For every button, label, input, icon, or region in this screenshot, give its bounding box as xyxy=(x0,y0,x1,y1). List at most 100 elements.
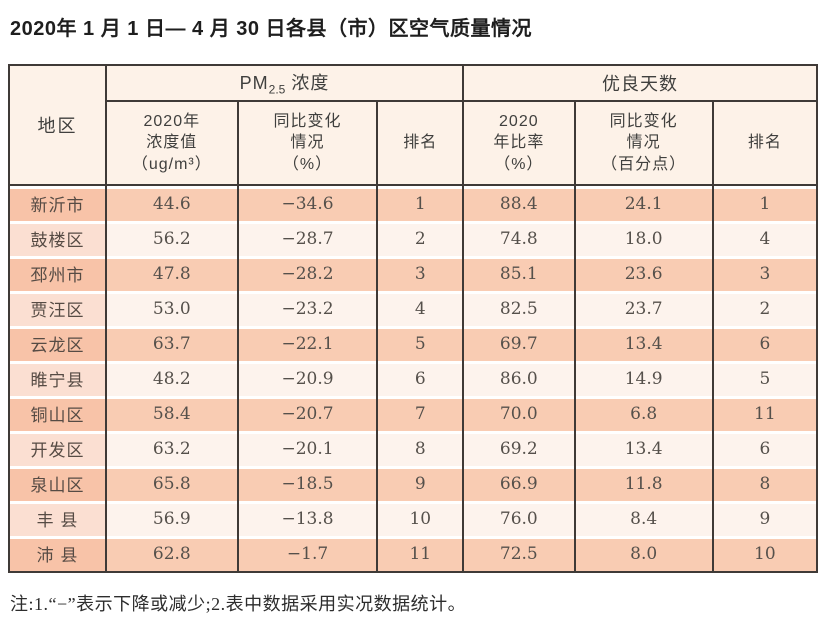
pm25-change-cell: −18.5 xyxy=(237,466,379,501)
pm25-value-cell: 48.2 xyxy=(105,361,239,396)
col-header-pm25-value: 2020年 浓度值 （ug/m³） xyxy=(105,101,239,186)
pm25-value-cell: 63.2 xyxy=(105,431,239,466)
days-rank-cell: 4 xyxy=(712,221,817,256)
region-cell: 丰 县 xyxy=(9,501,107,536)
pm25-value-cell: 56.9 xyxy=(105,501,239,536)
pm25-rank-cell: 6 xyxy=(377,361,465,396)
region-cell: 新沂市 xyxy=(9,185,107,221)
days-rank-cell: 1 xyxy=(712,185,817,221)
table-row: 贾汪区 53.0 −23.2 4 82.5 23.7 2 xyxy=(9,291,817,326)
table-row: 新沂市 44.6 −34.6 1 88.4 24.1 1 xyxy=(9,185,817,221)
air-quality-table: 地区 PM2.5 浓度 优良天数 2020年 浓度值 （ug/m³） 同比变化 情… xyxy=(8,64,818,573)
days-ratio-cell: 85.1 xyxy=(463,256,576,291)
pm25-change-cell: −20.9 xyxy=(237,361,379,396)
days-change-cell: 6.8 xyxy=(574,396,714,431)
days-change-cell: 8.4 xyxy=(574,501,714,536)
table-header: 地区 PM2.5 浓度 优良天数 2020年 浓度值 （ug/m³） 同比变化 情… xyxy=(9,65,817,186)
pm25-rank-cell: 10 xyxy=(377,501,465,536)
pm25-rank-cell: 7 xyxy=(377,396,465,431)
days-ratio-cell: 72.5 xyxy=(463,536,576,572)
pm25-value-cell: 47.8 xyxy=(105,256,239,291)
table-row: 泉山区 65.8 −18.5 9 66.9 11.8 8 xyxy=(9,466,817,501)
sub-header-row: 2020年 浓度值 （ug/m³） 同比变化 情况 （%） 排名 2020 年比率 （… xyxy=(9,101,817,186)
pm25-value-cell: 53.0 xyxy=(105,291,239,326)
table-row: 沛 县 62.8 −1.7 11 72.5 8.0 10 xyxy=(9,536,817,572)
pm25-change-cell: −28.7 xyxy=(237,221,379,256)
region-cell: 贾汪区 xyxy=(9,291,107,326)
days-ratio-cell: 76.0 xyxy=(463,501,576,536)
table-row: 云龙区 63.7 −22.1 5 69.7 13.4 6 xyxy=(9,326,817,361)
days-ratio-cell: 66.9 xyxy=(463,466,576,501)
days-rank-cell: 3 xyxy=(712,256,817,291)
page-title: 2020年 1 月 1 日— 4 月 30 日各县（市）区空气质量情况 xyxy=(10,18,533,40)
pm25-value-cell: 56.2 xyxy=(105,221,239,256)
days-change-cell: 11.8 xyxy=(574,466,714,501)
col-header-days-ratio: 2020 年比率 （%） xyxy=(463,101,576,186)
col-group-pm25: PM2.5 浓度 xyxy=(105,65,465,102)
pm25-change-cell: −20.7 xyxy=(237,396,379,431)
days-rank-cell: 6 xyxy=(712,326,817,361)
pm25-change-cell: −22.1 xyxy=(237,326,379,361)
group-header-row: 地区 PM2.5 浓度 优良天数 xyxy=(9,65,817,186)
pm25-rank-cell: 11 xyxy=(377,536,465,572)
days-rank-cell: 9 xyxy=(712,501,817,536)
pm25-change-cell: −23.2 xyxy=(237,291,379,326)
pm25-rank-cell: 9 xyxy=(377,466,465,501)
pm25-change-cell: −34.6 xyxy=(237,185,379,221)
pm25-rank-cell: 4 xyxy=(377,291,465,326)
days-change-cell: 14.9 xyxy=(574,361,714,396)
pm25-value-cell: 63.7 xyxy=(105,326,239,361)
region-cell: 开发区 xyxy=(9,431,107,466)
pm25-value-cell: 44.6 xyxy=(105,185,239,221)
days-ratio-cell: 70.0 xyxy=(463,396,576,431)
days-change-cell: 13.4 xyxy=(574,431,714,466)
days-ratio-cell: 74.8 xyxy=(463,221,576,256)
days-ratio-cell: 69.7 xyxy=(463,326,576,361)
col-header-region: 地区 xyxy=(9,65,107,186)
pm25-change-cell: −13.8 xyxy=(237,501,379,536)
pm25-value-cell: 65.8 xyxy=(105,466,239,501)
pm25-change-cell: −20.1 xyxy=(237,431,379,466)
pm25-rank-cell: 5 xyxy=(377,326,465,361)
days-change-cell: 23.6 xyxy=(574,256,714,291)
days-change-cell: 18.0 xyxy=(574,221,714,256)
days-change-cell: 23.7 xyxy=(574,291,714,326)
footnote: 注:1.“−”表示下降或减少;2.表中数据采用实况数据统计。 xyxy=(10,594,467,614)
days-change-cell: 24.1 xyxy=(574,185,714,221)
table-row: 丰 县 56.9 −13.8 10 76.0 8.4 9 xyxy=(9,501,817,536)
pm25-rank-cell: 3 xyxy=(377,256,465,291)
days-ratio-cell: 82.5 xyxy=(463,291,576,326)
table-row: 睢宁县 48.2 −20.9 6 86.0 14.9 5 xyxy=(9,361,817,396)
table-body: 新沂市 44.6 −34.6 1 88.4 24.1 1 鼓楼区 56.2 −2… xyxy=(9,185,817,572)
col-header-days-rank: 排名 xyxy=(712,101,817,186)
region-cell: 铜山区 xyxy=(9,396,107,431)
col-header-pm25-rank: 排名 xyxy=(377,101,465,186)
pm25-rank-cell: 2 xyxy=(377,221,465,256)
col-group-good-days: 优良天数 xyxy=(463,65,817,102)
region-cell: 云龙区 xyxy=(9,326,107,361)
region-cell: 睢宁县 xyxy=(9,361,107,396)
days-rank-cell: 10 xyxy=(712,536,817,572)
pm25-change-cell: −1.7 xyxy=(237,536,379,572)
col-header-pm25-change: 同比变化 情况 （%） xyxy=(237,101,379,186)
table-row: 铜山区 58.4 −20.7 7 70.0 6.8 11 xyxy=(9,396,817,431)
pm25-change-cell: −28.2 xyxy=(237,256,379,291)
pm25-label-subscript: 2.5 xyxy=(268,82,286,97)
days-rank-cell: 2 xyxy=(712,291,817,326)
table-row: 开发区 63.2 −20.1 8 69.2 13.4 6 xyxy=(9,431,817,466)
pm25-value-cell: 58.4 xyxy=(105,396,239,431)
pm25-label-rest: 浓度 xyxy=(285,73,330,94)
days-ratio-cell: 88.4 xyxy=(463,185,576,221)
region-cell: 邳州市 xyxy=(9,256,107,291)
pm25-value-cell: 62.8 xyxy=(105,536,239,572)
days-rank-cell: 11 xyxy=(712,396,817,431)
days-rank-cell: 5 xyxy=(712,361,817,396)
days-rank-cell: 8 xyxy=(712,466,817,501)
region-cell: 鼓楼区 xyxy=(9,221,107,256)
region-cell: 沛 县 xyxy=(9,536,107,572)
days-ratio-cell: 86.0 xyxy=(463,361,576,396)
col-header-days-change: 同比变化 情况 （百分点） xyxy=(574,101,714,186)
days-ratio-cell: 69.2 xyxy=(463,431,576,466)
pm25-rank-cell: 1 xyxy=(377,185,465,221)
